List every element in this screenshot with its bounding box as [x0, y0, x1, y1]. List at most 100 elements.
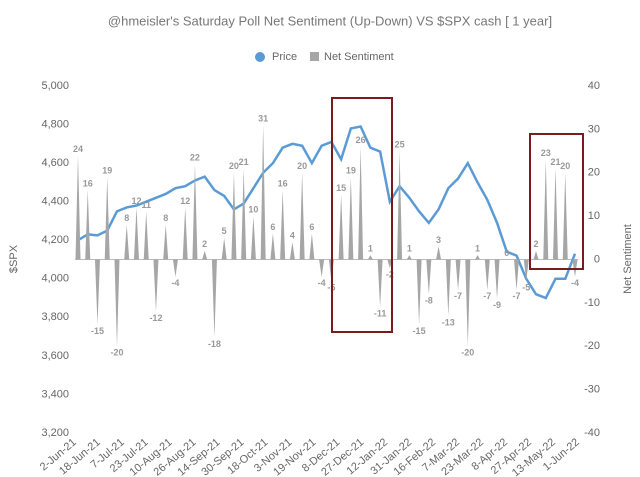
sentiment-spike	[523, 259, 529, 282]
y2-tick-label: -10	[584, 297, 600, 309]
data-label: -4	[571, 278, 579, 288]
sentiment-spike	[533, 250, 539, 260]
data-label: -15	[91, 326, 104, 336]
data-label: 0	[504, 248, 509, 258]
sentiment-spike	[358, 146, 364, 260]
sentiment-spike	[260, 125, 266, 260]
y-tick-label: 5,000	[41, 80, 69, 92]
data-label: 1	[407, 244, 412, 254]
sentiment-spike	[348, 177, 354, 260]
y2-tick-label: -30	[584, 384, 600, 396]
sentiment-spike	[397, 151, 403, 260]
data-label: 16	[83, 178, 93, 188]
data-label: 21	[551, 157, 561, 167]
data-label: 2	[202, 239, 207, 249]
sentiment-spike	[172, 259, 178, 277]
data-label: -9	[493, 300, 501, 310]
y2-tick-label: 0	[594, 253, 600, 265]
data-label: 20	[229, 161, 239, 171]
chart-title: @hmeisler's Saturday Poll Net Sentiment …	[108, 13, 552, 28]
y-tick-label: 4,400	[41, 196, 69, 208]
data-label: 6	[309, 222, 314, 232]
sentiment-spike	[250, 216, 256, 260]
data-label: 4	[290, 231, 295, 241]
data-label: 19	[102, 165, 112, 175]
data-label: 6	[270, 222, 275, 232]
data-label: -7	[513, 291, 521, 301]
y2-axis-title: Net Sentiment	[622, 224, 634, 294]
sentiment-spike	[436, 246, 442, 260]
data-label: -20	[461, 348, 474, 358]
data-label: 25	[395, 139, 405, 149]
y2-tick-label: 10	[588, 210, 600, 222]
sentiment-spike	[514, 259, 520, 290]
sentiment-spike	[543, 159, 549, 260]
sentiment-spike	[153, 259, 159, 312]
sentiment-spike	[143, 211, 149, 260]
sentiment-spike	[94, 259, 100, 325]
sentiment-spike	[280, 190, 286, 260]
legend-swatch	[255, 52, 265, 62]
y-tick-label: 3,400	[41, 388, 69, 400]
y-axis-title: $SPX	[8, 244, 20, 273]
data-label: -4	[318, 278, 326, 288]
sentiment-spike	[114, 259, 120, 347]
data-label: 24	[73, 144, 83, 154]
data-label: 20	[560, 161, 570, 171]
y2-tick-label: 40	[588, 80, 600, 92]
sentiment-spike	[465, 259, 471, 347]
data-label: 12	[180, 196, 190, 206]
data-label: 23	[541, 148, 551, 158]
sentiment-spike	[270, 233, 276, 260]
sentiment-spike	[124, 224, 130, 260]
legend-label: Net Sentiment	[324, 51, 394, 63]
data-label: -18	[208, 339, 221, 349]
price-line	[77, 125, 577, 300]
sentiment-spike	[484, 259, 490, 290]
data-label: -12	[149, 313, 162, 323]
sentiment-spike	[377, 259, 383, 308]
sentiment-spike	[182, 207, 188, 260]
data-label: -7	[454, 291, 462, 301]
sentiment-spike	[289, 242, 295, 260]
data-label: 1	[475, 244, 480, 254]
data-label: 12	[131, 196, 141, 206]
data-label: -2	[386, 270, 394, 280]
data-label: 2	[534, 239, 539, 249]
data-label: -11	[374, 309, 387, 319]
y2-tick-label: -20	[584, 340, 600, 352]
data-label: 8	[124, 213, 129, 223]
data-label: -15	[413, 326, 426, 336]
sentiment-spike	[133, 207, 139, 260]
sentiment-spike	[221, 237, 227, 260]
highlight-box	[529, 133, 584, 270]
sentiment-spike	[104, 177, 110, 260]
sentiment-spike	[406, 255, 412, 260]
sentiment-spike	[319, 259, 325, 277]
data-label: 10	[248, 205, 258, 215]
sentiment-spike	[416, 259, 422, 325]
sentiment-spike	[445, 259, 451, 316]
sentiment-spike	[211, 259, 217, 338]
data-label: 15	[336, 183, 346, 193]
sentiment-spike	[562, 172, 568, 260]
sentiment-spike	[85, 190, 91, 260]
y-tick-label: 4,800	[41, 118, 69, 130]
data-label: 20	[297, 161, 307, 171]
y2-tick-label: 30	[588, 123, 600, 135]
sentiment-spike	[553, 168, 559, 260]
data-label: 1	[368, 244, 373, 254]
sentiment-spike	[202, 250, 208, 260]
sentiment-spike	[192, 164, 198, 260]
sentiment-spike	[475, 255, 481, 260]
data-label: -8	[425, 296, 433, 306]
y2-tick-label: 20	[588, 167, 600, 179]
data-label: 22	[190, 152, 200, 162]
data-label: 3	[436, 235, 441, 245]
data-label: 31	[258, 113, 268, 123]
y-tick-label: 3,800	[41, 311, 69, 323]
legend-swatch	[310, 52, 319, 61]
sentiment-spike	[231, 172, 237, 260]
sentiment-spike	[494, 259, 500, 299]
data-label: -7	[483, 291, 491, 301]
